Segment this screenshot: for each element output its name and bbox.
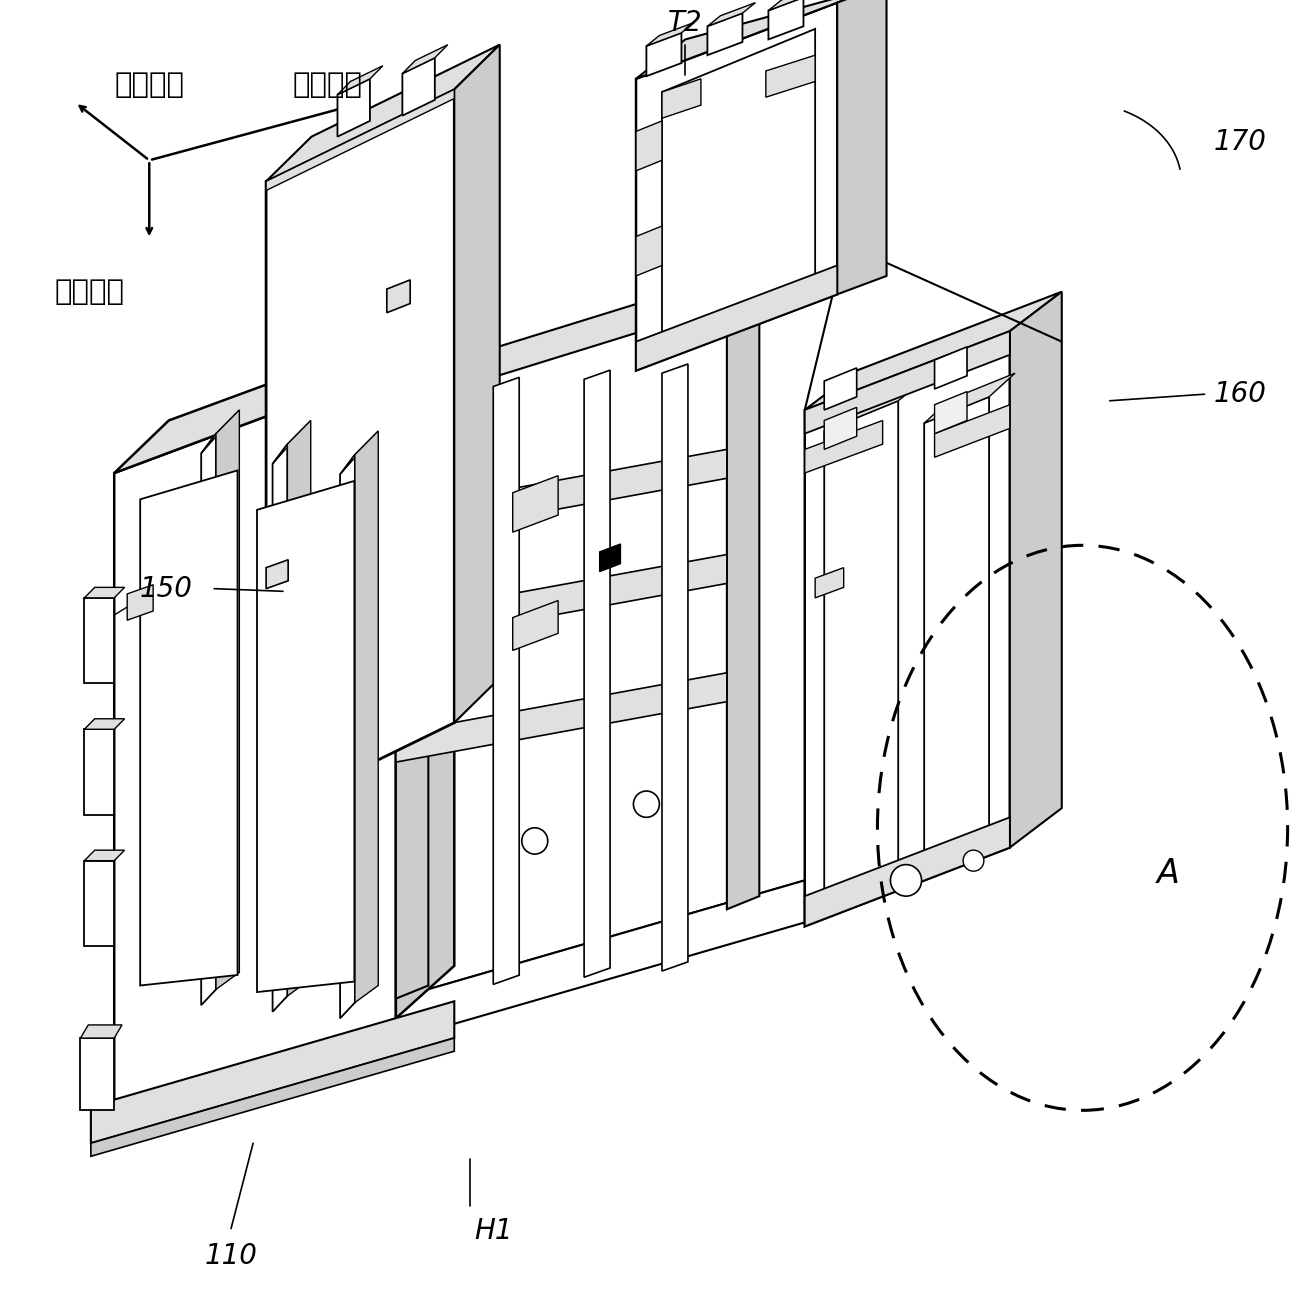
Polygon shape bbox=[273, 444, 287, 1012]
Polygon shape bbox=[396, 449, 727, 539]
Polygon shape bbox=[354, 431, 378, 1003]
Polygon shape bbox=[662, 364, 688, 971]
Polygon shape bbox=[215, 410, 239, 989]
Circle shape bbox=[522, 828, 548, 854]
Polygon shape bbox=[924, 373, 1015, 423]
Text: 170: 170 bbox=[1214, 127, 1267, 156]
Polygon shape bbox=[340, 455, 354, 1018]
Polygon shape bbox=[396, 880, 805, 1028]
Polygon shape bbox=[396, 315, 454, 1018]
Polygon shape bbox=[824, 407, 857, 449]
Polygon shape bbox=[805, 331, 1010, 926]
Polygon shape bbox=[337, 79, 370, 137]
Polygon shape bbox=[402, 58, 435, 116]
Text: A: A bbox=[1157, 857, 1180, 891]
Polygon shape bbox=[824, 377, 928, 431]
Polygon shape bbox=[396, 880, 805, 1041]
Text: T2: T2 bbox=[668, 9, 702, 37]
Polygon shape bbox=[402, 45, 448, 74]
Polygon shape bbox=[636, 3, 837, 371]
Circle shape bbox=[890, 865, 922, 896]
Text: 160: 160 bbox=[1214, 380, 1267, 409]
Polygon shape bbox=[273, 420, 310, 464]
Polygon shape bbox=[935, 392, 967, 434]
Polygon shape bbox=[768, 0, 803, 39]
Text: 150: 150 bbox=[139, 574, 192, 603]
Polygon shape bbox=[636, 0, 887, 79]
Polygon shape bbox=[766, 55, 815, 97]
Polygon shape bbox=[140, 470, 238, 986]
Polygon shape bbox=[396, 555, 727, 644]
Text: 长度方向: 长度方向 bbox=[292, 71, 362, 100]
Polygon shape bbox=[201, 410, 239, 453]
Circle shape bbox=[963, 850, 984, 871]
Polygon shape bbox=[266, 89, 454, 191]
Polygon shape bbox=[84, 850, 125, 861]
Polygon shape bbox=[396, 276, 727, 407]
Polygon shape bbox=[340, 431, 378, 474]
Polygon shape bbox=[84, 719, 125, 729]
Polygon shape bbox=[84, 729, 114, 815]
Polygon shape bbox=[935, 405, 1010, 457]
Polygon shape bbox=[127, 585, 153, 620]
Polygon shape bbox=[707, 3, 755, 26]
Polygon shape bbox=[1010, 292, 1062, 848]
Text: 高度方向: 高度方向 bbox=[55, 277, 125, 306]
Polygon shape bbox=[114, 368, 396, 1123]
Polygon shape bbox=[805, 817, 1010, 926]
Polygon shape bbox=[935, 347, 967, 389]
Polygon shape bbox=[266, 45, 500, 181]
Polygon shape bbox=[815, 568, 844, 598]
Polygon shape bbox=[727, 292, 759, 909]
Circle shape bbox=[633, 791, 659, 817]
Polygon shape bbox=[80, 1038, 114, 1110]
Polygon shape bbox=[387, 280, 410, 313]
Polygon shape bbox=[337, 66, 383, 95]
Polygon shape bbox=[662, 29, 815, 355]
Polygon shape bbox=[396, 365, 428, 999]
Polygon shape bbox=[805, 331, 1010, 434]
Polygon shape bbox=[636, 226, 662, 276]
Polygon shape bbox=[805, 292, 1062, 410]
Polygon shape bbox=[201, 434, 215, 1005]
Polygon shape bbox=[454, 45, 500, 723]
Polygon shape bbox=[584, 371, 610, 978]
Text: 厘度方向: 厘度方向 bbox=[114, 71, 184, 100]
Polygon shape bbox=[646, 33, 681, 76]
Polygon shape bbox=[707, 13, 742, 55]
Polygon shape bbox=[114, 315, 454, 473]
Polygon shape bbox=[396, 673, 727, 762]
Polygon shape bbox=[513, 600, 558, 650]
Text: 110: 110 bbox=[205, 1242, 257, 1269]
Polygon shape bbox=[84, 587, 125, 598]
Polygon shape bbox=[924, 397, 989, 878]
Polygon shape bbox=[287, 420, 310, 996]
Polygon shape bbox=[80, 1025, 122, 1038]
Polygon shape bbox=[600, 544, 620, 572]
Polygon shape bbox=[84, 598, 114, 683]
Polygon shape bbox=[257, 481, 354, 992]
Polygon shape bbox=[636, 265, 837, 371]
Polygon shape bbox=[824, 368, 857, 410]
Polygon shape bbox=[84, 861, 114, 946]
Text: H1: H1 bbox=[474, 1217, 513, 1244]
Polygon shape bbox=[266, 89, 454, 815]
Polygon shape bbox=[805, 420, 883, 473]
Polygon shape bbox=[91, 1001, 454, 1143]
Polygon shape bbox=[513, 476, 558, 532]
Polygon shape bbox=[768, 0, 816, 11]
Polygon shape bbox=[646, 22, 694, 46]
Polygon shape bbox=[636, 121, 662, 171]
Polygon shape bbox=[266, 560, 288, 589]
Polygon shape bbox=[493, 377, 519, 984]
Polygon shape bbox=[824, 401, 898, 907]
Polygon shape bbox=[91, 1038, 454, 1156]
Polygon shape bbox=[837, 0, 887, 294]
Polygon shape bbox=[662, 79, 701, 118]
